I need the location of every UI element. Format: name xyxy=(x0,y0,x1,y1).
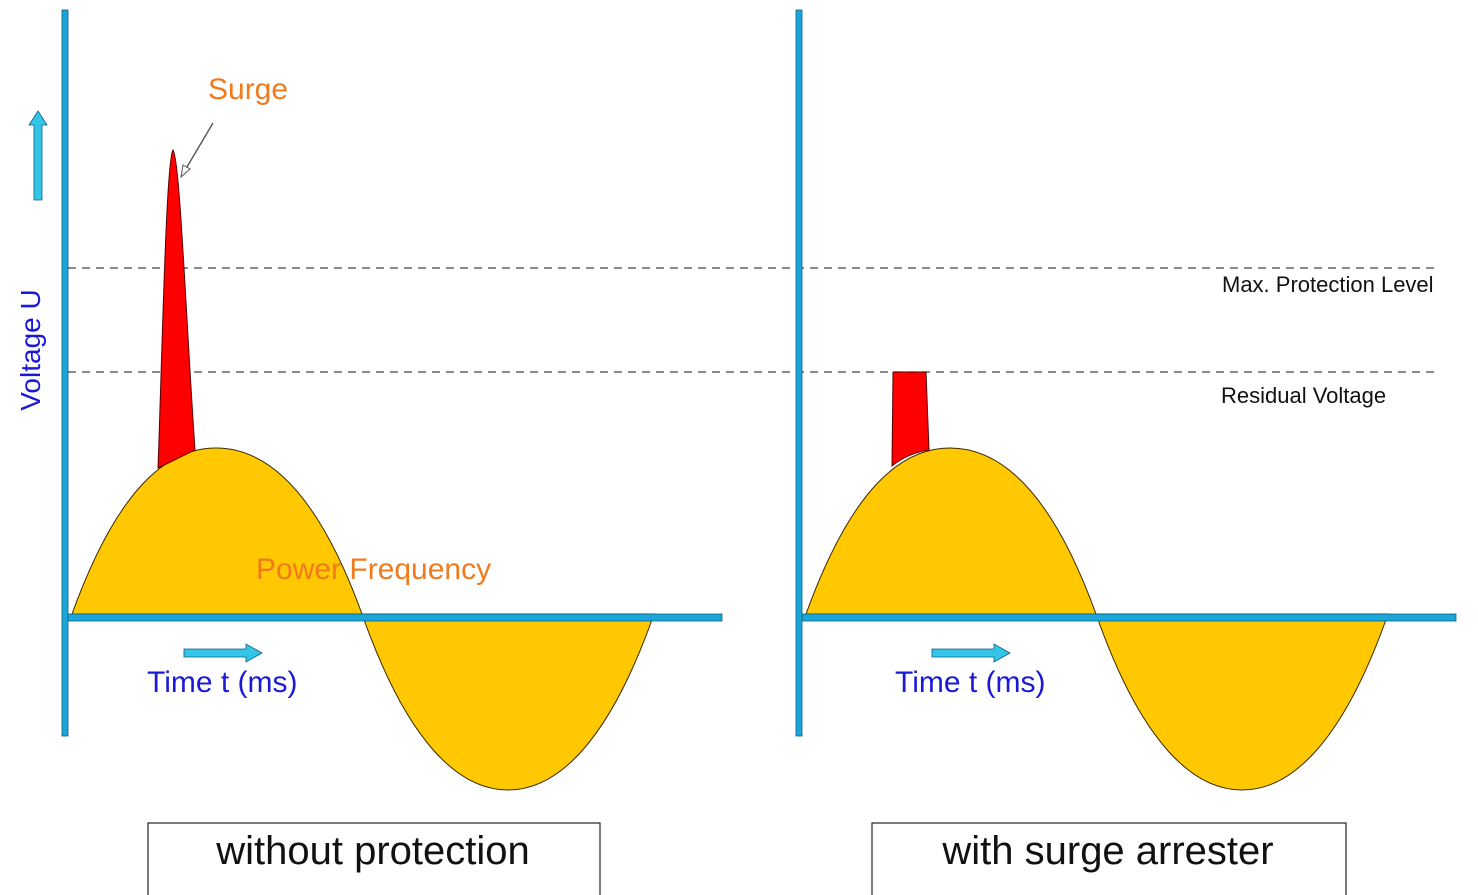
surge-spike xyxy=(157,149,196,469)
max-protection-level-label: Max. Protection Level xyxy=(1222,272,1434,297)
left-power-frequency-wave xyxy=(71,447,363,615)
left-power-frequency-wave-negative xyxy=(361,613,655,791)
right-panel: Time t (ms) Max. Protection Level Residu… xyxy=(795,9,1457,791)
left-x-axis-label: Time t (ms) xyxy=(147,666,298,699)
residual-voltage-pulse xyxy=(891,371,930,468)
surge-label: Surge xyxy=(208,73,288,106)
left-caption-box: without protection xyxy=(147,822,601,895)
left-x-axis xyxy=(67,613,723,622)
right-caption: with surge arrester xyxy=(941,829,1273,873)
up-arrow-icon xyxy=(28,110,48,201)
right-y-axis xyxy=(795,9,803,737)
power-frequency-label: Power Frequency xyxy=(256,553,491,586)
left-y-axis xyxy=(61,9,69,737)
surge-pointer-line xyxy=(183,122,214,173)
y-axis-label: Voltage U xyxy=(15,289,46,410)
right-power-frequency-wave xyxy=(805,447,1097,615)
right-x-axis-label: Time t (ms) xyxy=(895,666,1046,699)
surge-pointer-head xyxy=(180,164,191,179)
right-x-axis xyxy=(801,613,1457,622)
residual-voltage-label: Residual Voltage xyxy=(1221,383,1386,408)
left-caption: without protection xyxy=(215,829,530,873)
right-arrow-icon xyxy=(183,643,263,663)
right-power-frequency-wave-negative xyxy=(1095,613,1389,791)
left-panel: Voltage U Surge Power Frequency Time t (… xyxy=(15,9,723,791)
right-arrow-icon xyxy=(931,643,1011,663)
right-caption-box: with surge arrester xyxy=(871,822,1347,895)
